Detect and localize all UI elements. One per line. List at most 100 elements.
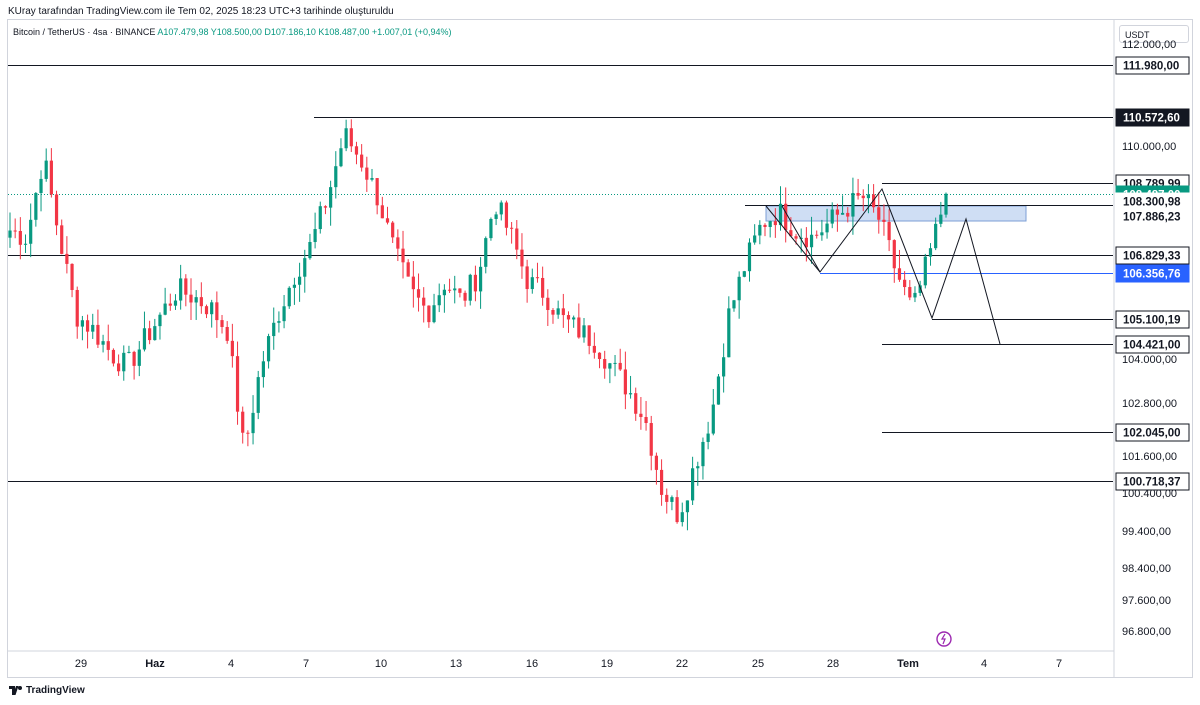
candle-body (861, 195, 865, 199)
candle-body (241, 411, 245, 433)
candle-body (784, 203, 788, 231)
candle-body (830, 209, 834, 224)
price-label-text: 110.572,60 (1123, 113, 1180, 125)
candle-body (892, 240, 896, 269)
candle-body (815, 234, 819, 236)
candle-body (835, 209, 840, 215)
y-tick-label: 97.600,00 (1122, 595, 1171, 607)
tradingview-logo[interactable]: TradingView (9, 685, 85, 696)
candle-body (210, 302, 214, 315)
candle-body (809, 234, 814, 248)
price-label: 110.572,60 (1115, 108, 1190, 127)
candle-body (840, 212, 845, 215)
candle-body (582, 325, 586, 338)
price-label-bg (1115, 264, 1190, 283)
candle-body (34, 193, 38, 220)
candle-body (168, 303, 172, 306)
candle-body (799, 237, 803, 239)
price-label-text: 100.718,37 (1123, 477, 1181, 489)
candle-body (499, 202, 503, 215)
candle-body (396, 237, 400, 249)
candle-body (551, 310, 555, 315)
tradingview-icon (9, 686, 22, 695)
x-tick-label: 7 (303, 658, 309, 670)
candle-body (13, 230, 17, 232)
candle-body (39, 178, 43, 194)
x-tick-label: 29 (75, 658, 87, 670)
candle-body (887, 221, 891, 241)
chart-frame (7, 19, 1193, 678)
candle-body (541, 277, 545, 298)
candle-body (204, 306, 209, 315)
symbol-name[interactable]: Bitcoin / TetherUS · 4sa · BINANCE (13, 27, 156, 37)
price-label-bg (1115, 335, 1190, 354)
candle-body (763, 224, 767, 227)
candle-body (778, 203, 783, 226)
candle-body (60, 225, 64, 254)
candle-body (572, 317, 576, 320)
price-label: 108.300,98 (1115, 192, 1190, 211)
candle-body (189, 294, 193, 303)
candle-body (603, 359, 607, 369)
x-tick-label: 13 (450, 658, 462, 670)
candle-body (96, 324, 100, 345)
candle-body (427, 305, 431, 323)
candle-body (303, 258, 307, 277)
candle-body (158, 314, 162, 327)
candle-body (70, 263, 74, 290)
candle-body (851, 192, 855, 217)
candle-body (670, 497, 674, 502)
candle-body (101, 341, 105, 345)
candle-body (318, 206, 322, 230)
candle-body (127, 351, 131, 353)
candle-body (339, 148, 343, 167)
candle-body (825, 223, 829, 233)
y-tick-label: 98.400,00 (1122, 563, 1171, 575)
candle-body (696, 466, 700, 469)
price-label: 111.980,00 (1115, 56, 1190, 75)
candle-body (675, 497, 679, 523)
candle-body (354, 146, 359, 155)
y-tick-label: 110.000,00 (1122, 141, 1176, 153)
y-tick-label: 99.400,00 (1122, 526, 1171, 538)
candle-body (406, 262, 410, 277)
candle-body (804, 237, 808, 248)
candle-body (846, 212, 850, 217)
candle-body (727, 308, 731, 358)
candle-body (706, 433, 710, 442)
candle-body (8, 230, 12, 238)
candle-body (665, 494, 669, 502)
candle-body (489, 218, 493, 239)
candle-body (903, 279, 907, 288)
x-tick-label: 19 (601, 658, 613, 670)
candle-body (566, 315, 571, 320)
candle-body (691, 468, 695, 501)
candle-body (29, 219, 33, 244)
candle-body (111, 349, 116, 364)
alert-bolt-icon (940, 633, 946, 645)
candle-body (639, 413, 643, 418)
candle-body (266, 336, 271, 362)
ohlc-values: A107.479,98 Y108.500,00 D107.186,10 K108… (157, 27, 452, 37)
candle-body (282, 306, 286, 322)
candle-body (510, 227, 514, 229)
candle-body (370, 178, 374, 180)
candle-body (623, 369, 627, 395)
currency-selector[interactable]: USDT (1119, 25, 1189, 43)
candle-body (261, 361, 265, 378)
candle-body (556, 308, 560, 315)
price-label-bg (1115, 423, 1190, 442)
price-label-text: 108.300,98 (1123, 197, 1181, 209)
candle-body (148, 328, 152, 341)
y-tick-label: 100.400,00 (1122, 488, 1177, 500)
alert-icon[interactable] (936, 631, 952, 647)
candle-body (225, 326, 229, 341)
price-label: 106.829,33 (1115, 246, 1190, 265)
price-label-bg (1115, 56, 1190, 75)
price-label-bg (1115, 472, 1190, 491)
candle-body (179, 278, 183, 301)
price-label-text: 105.100,19 (1123, 315, 1181, 327)
price-label: 100.718,37 (1115, 472, 1190, 491)
candle-body (308, 242, 312, 259)
